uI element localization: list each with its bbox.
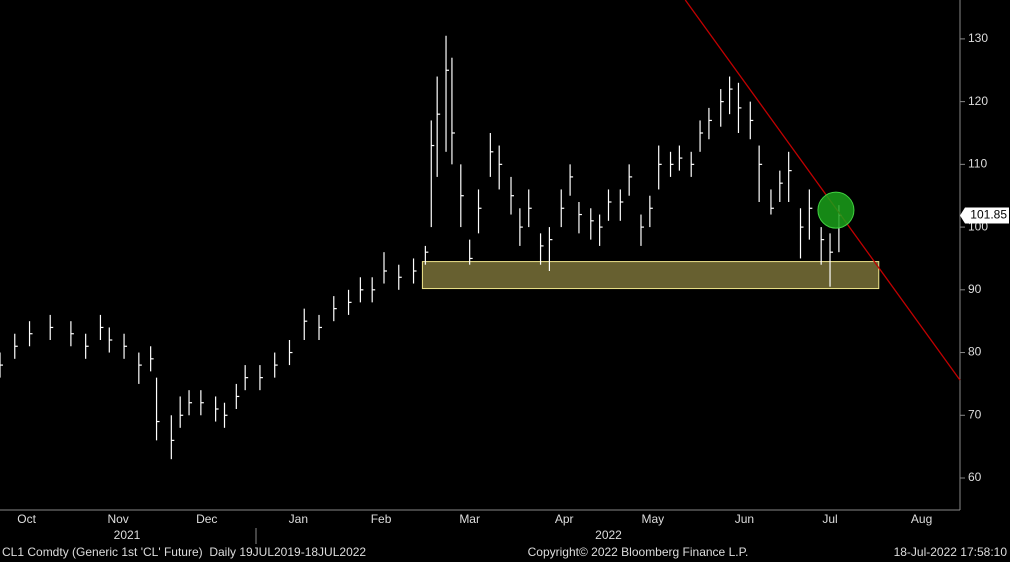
x-tick-label: May <box>641 512 664 526</box>
footer-left: CL1 Comdty (Generic 1st 'CL' Future) Dai… <box>2 545 366 559</box>
x-tick-label: Dec <box>196 512 217 526</box>
x-tick-label: Feb <box>371 512 392 526</box>
y-tick-label: 90 <box>968 282 982 296</box>
x-tick-label: Jun <box>735 512 754 526</box>
x-tick-label: Jan <box>289 512 308 526</box>
y-tick-label: 80 <box>968 345 982 359</box>
x-tick-label: Apr <box>555 512 574 526</box>
y-tick-label: 110 <box>968 157 987 171</box>
highlight-circle <box>817 191 855 229</box>
x-tick-label: Jul <box>822 512 837 526</box>
y-tick-label: 130 <box>968 31 988 45</box>
trendline <box>684 0 961 381</box>
year-label: 2021 <box>114 528 141 542</box>
x-tick-label: Aug <box>911 512 932 526</box>
y-tick-label: 60 <box>968 470 982 484</box>
x-tick-label: Mar <box>459 512 480 526</box>
x-tick-label: Nov <box>107 512 128 526</box>
support-zone <box>421 261 880 290</box>
y-tick-label: 120 <box>968 94 988 108</box>
x-tick-label: Oct <box>17 512 36 526</box>
year-label: 2022 <box>595 528 622 542</box>
y-tick-label: 70 <box>968 407 982 421</box>
last-price-label: 101.85 <box>970 208 1007 222</box>
footer-right: 18-Jul-2022 17:58:10 <box>894 545 1008 559</box>
footer-center: Copyright© 2022 Bloomberg Finance L.P. <box>528 545 749 559</box>
last-price-box <box>960 207 1009 224</box>
